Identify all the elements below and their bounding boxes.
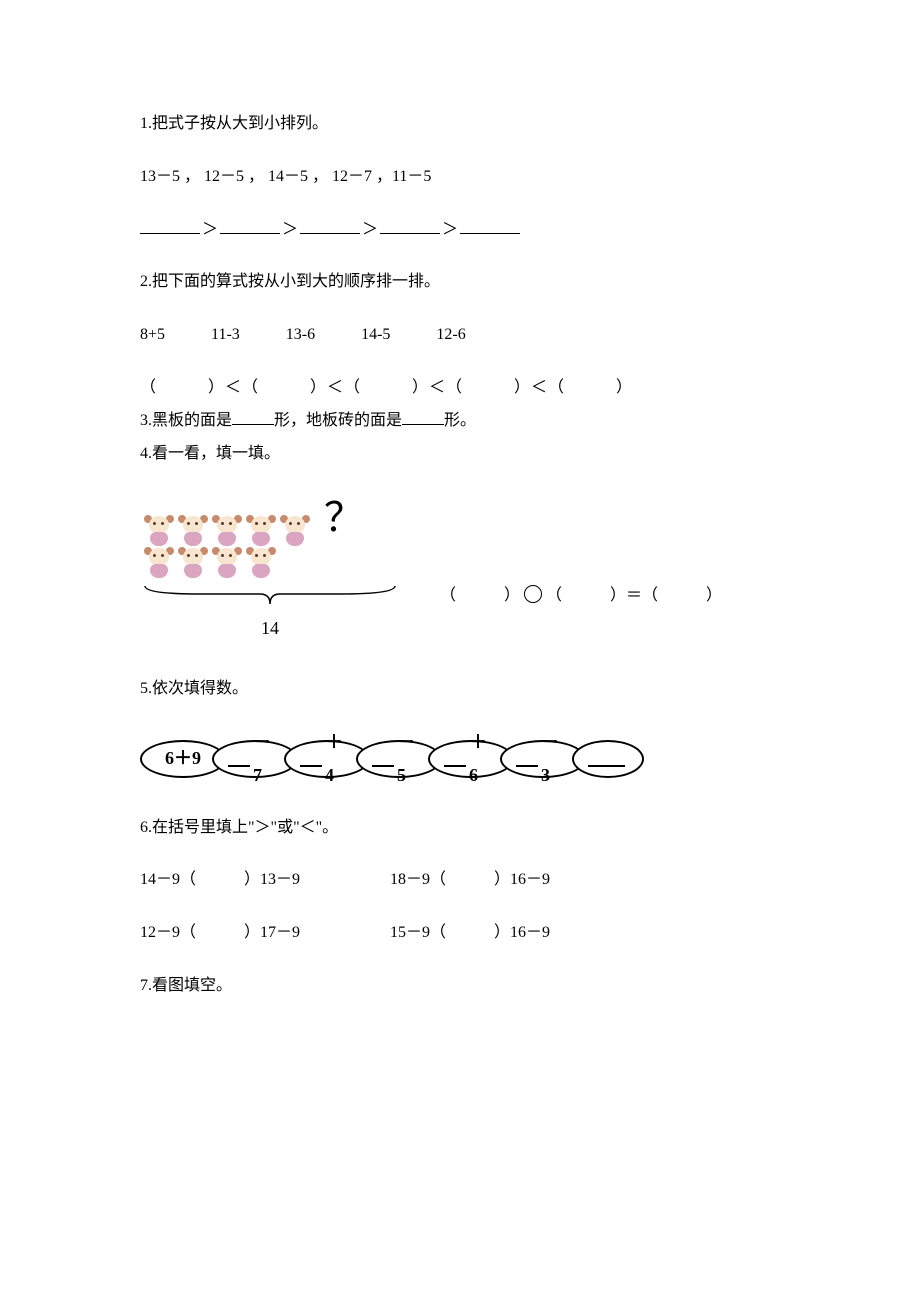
- monkey-icon: [144, 514, 174, 546]
- q3-text-c: 形。: [444, 412, 476, 429]
- q4-figure: ？ 14 （ ） （ ）＝（ ）: [140, 482, 780, 644]
- q3-text-a: 3.黑板的面是: [140, 412, 232, 429]
- blank[interactable]: [220, 218, 280, 234]
- q1-answer-row: ＞ ＞ ＞ ＞: [140, 216, 780, 245]
- oval-result[interactable]: [572, 740, 644, 778]
- monkey-icon: [280, 514, 310, 546]
- q6-cell[interactable]: 14－9（ ）13－9: [140, 866, 390, 895]
- brace-icon: [140, 584, 410, 606]
- q2-item: 11-3: [211, 326, 240, 343]
- q4-title: 4.看一看，填一填。: [140, 440, 780, 469]
- q2-title: 2.把下面的算式按从小到大的顺序排一排。: [140, 268, 780, 297]
- q6-title: 6.在括号里填上"＞"或"＜"。: [140, 814, 780, 843]
- blank[interactable]: [380, 218, 440, 234]
- q3-text-b: 形，地板砖的面是: [274, 412, 402, 429]
- q6-cell[interactable]: 18－9（ ）16－9: [390, 866, 550, 895]
- q4-left: ？ 14: [140, 482, 410, 644]
- blank[interactable]: [300, 218, 360, 234]
- monkey-icon: [178, 546, 208, 578]
- q6-cell[interactable]: 15－9（ ）16－9: [390, 919, 550, 948]
- q4-equation[interactable]: （ ） （ ）＝（ ）: [440, 582, 722, 645]
- monkey-icon: [144, 546, 174, 578]
- blank[interactable]: [232, 409, 274, 425]
- paren: （ ）: [440, 587, 520, 604]
- q6-row2: 12－9（ ）17－9 15－9（ ）16－9: [140, 919, 780, 948]
- q6-row1: 14－9（ ）13－9 18－9（ ）16－9: [140, 866, 780, 895]
- q5-chain: 6＋9 － 7 ＋ 4 － 5 ＋ 6 － 3: [140, 740, 780, 778]
- q7-title: 7.看图填空。: [140, 972, 780, 1001]
- gt: ＞: [202, 221, 218, 238]
- q2-item: 8+5: [140, 326, 165, 343]
- monkey-icon: [178, 514, 208, 546]
- operator-circle-icon[interactable]: [524, 585, 542, 603]
- monkey-icon: [246, 514, 276, 546]
- q1: 1.把式子按从大到小排列。: [140, 110, 780, 139]
- paren: （ ）＝（ ）: [546, 587, 722, 604]
- question-mark: ？: [310, 482, 364, 578]
- q2-item: 13-6: [286, 326, 315, 343]
- monkey-icon: [212, 546, 242, 578]
- q3: 3.黑板的面是 形，地板砖的面是 形。: [140, 407, 780, 436]
- q2-item: 12-6: [436, 326, 465, 343]
- gt: ＞: [442, 221, 458, 238]
- q5-title: 5.依次填得数。: [140, 675, 780, 704]
- q4-total: 14: [140, 612, 400, 644]
- q1-title: 1.把式子按从大到小排列。: [140, 110, 780, 139]
- monkey-icon: [246, 546, 276, 578]
- gt: ＞: [282, 221, 298, 238]
- monkey-grid: [140, 514, 310, 578]
- blank[interactable]: [140, 218, 200, 234]
- q6-cell[interactable]: 12－9（ ）17－9: [140, 919, 390, 948]
- q1-exprs: 13－5 ， 12－5 ， 14－5 ， 12－7 ，11－5: [140, 163, 780, 192]
- monkey-icon: [212, 514, 242, 546]
- blank[interactable]: [460, 218, 520, 234]
- blank[interactable]: [402, 409, 444, 425]
- q2-item: 14-5: [361, 326, 390, 343]
- q2-answer-row[interactable]: （ ）＜（ ）＜（ ）＜（ ）＜（ ）: [140, 374, 780, 403]
- gt: ＞: [362, 221, 378, 238]
- q2-items: 8+5 11-3 13-6 14-5 12-6: [140, 321, 780, 350]
